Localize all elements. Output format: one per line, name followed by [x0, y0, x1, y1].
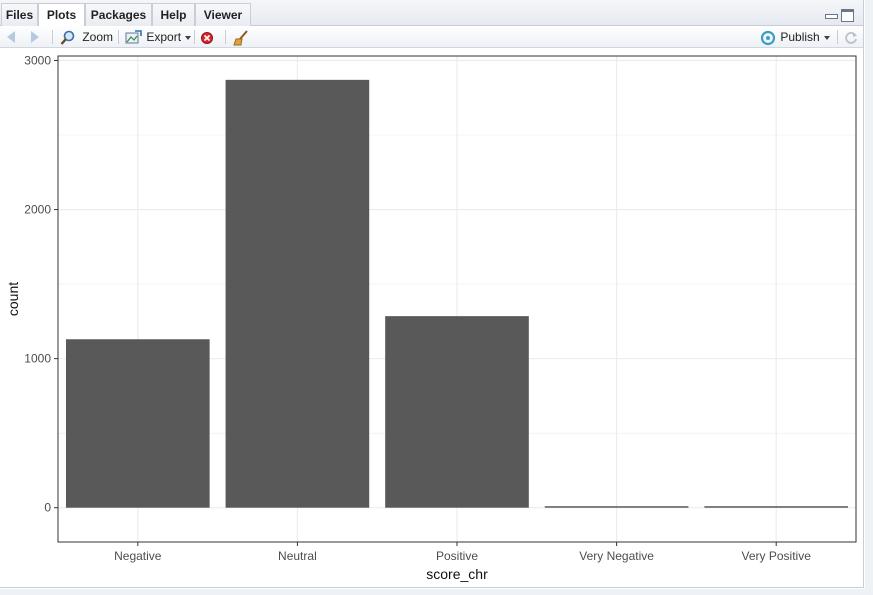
- bar: [544, 506, 689, 508]
- export-label: Export: [146, 30, 182, 44]
- x-tick-label: Positive: [436, 549, 478, 563]
- plots-toolbar: Zoom Export Publish: [0, 26, 864, 48]
- publish-label: Publish: [780, 30, 820, 44]
- toolbar-separator: [52, 30, 53, 44]
- previous-plot-icon[interactable]: [7, 31, 15, 43]
- pane-gutter: [865, 0, 873, 595]
- x-tick-label: Neutral: [278, 549, 317, 563]
- remove-plot-button[interactable]: [200, 29, 214, 45]
- y-tick-label: 3000: [24, 53, 51, 67]
- bar: [385, 316, 529, 508]
- toolbar-separator: [225, 30, 226, 44]
- toolbar-separator: [194, 30, 195, 44]
- x-axis-title: score_chr: [426, 566, 488, 582]
- pane-gutter: [0, 589, 873, 595]
- publish-icon: [760, 30, 776, 45]
- x-tick-label: Negative: [114, 549, 162, 563]
- export-button[interactable]: Export: [124, 29, 192, 45]
- zoom-button[interactable]: Zoom: [60, 29, 113, 45]
- x-tick-label: Very Positive: [742, 549, 812, 563]
- publish-button[interactable]: Publish: [759, 29, 830, 45]
- tab-packages[interactable]: Packages: [85, 3, 152, 26]
- chevron-down-icon: [823, 35, 830, 40]
- tab-viewer[interactable]: Viewer: [195, 3, 251, 26]
- tab-plots[interactable]: Plots: [38, 3, 85, 27]
- bar: [225, 79, 370, 508]
- tab-help[interactable]: Help: [152, 3, 195, 26]
- next-plot-icon[interactable]: [31, 31, 39, 43]
- tab-files[interactable]: Files: [1, 3, 38, 26]
- bar: [65, 339, 210, 508]
- toolbar-separator: [118, 30, 119, 44]
- clear-all-plots-button[interactable]: [233, 29, 249, 46]
- magnifier-icon: [60, 30, 75, 45]
- export-image-icon: [125, 30, 142, 44]
- pane-tab-bar: Files Plots Packages Help Viewer: [0, 0, 864, 27]
- chevron-down-icon: [185, 35, 192, 40]
- toolbar-separator: [837, 30, 838, 44]
- bar: [704, 506, 849, 508]
- broom-icon: [233, 30, 248, 46]
- refresh-plot-button[interactable]: [844, 29, 858, 45]
- y-tick-label: 0: [44, 501, 51, 515]
- x-tick-label: Very Negative: [579, 549, 654, 563]
- maximize-pane-icon[interactable]: [841, 9, 854, 22]
- refresh-icon: [845, 31, 857, 44]
- y-tick-label: 1000: [24, 352, 51, 366]
- minimize-pane-icon[interactable]: [825, 14, 838, 19]
- zoom-label: Zoom: [82, 30, 114, 44]
- remove-plot-icon: [201, 31, 213, 44]
- y-tick-label: 2000: [24, 203, 51, 217]
- y-axis-title: count: [5, 282, 21, 316]
- plot-canvas: 0 1000 2000 3000 Negative Neutral Positive Very…: [5, 53, 857, 582]
